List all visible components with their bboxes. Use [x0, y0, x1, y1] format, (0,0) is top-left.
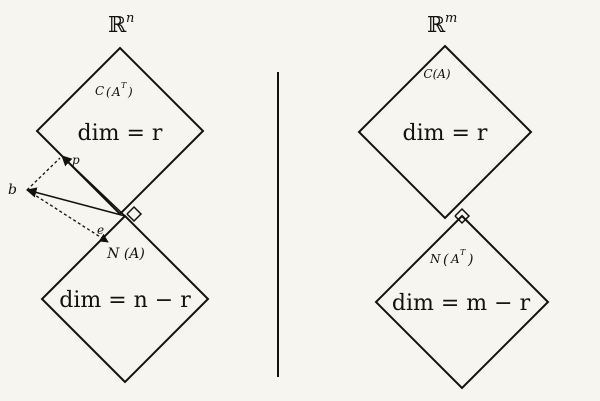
column-space-label: C(A)	[423, 67, 451, 81]
left-null-space-label-main: N	[429, 252, 441, 266]
left-null-space-label: N ( A T )	[429, 248, 473, 268]
left-right-angle-marker	[126, 205, 143, 223]
svg-text:): )	[467, 252, 473, 268]
row-space-label: C ( A T )	[95, 81, 133, 99]
column-space-diamond	[357, 44, 533, 220]
left-space-exponent: n	[126, 11, 134, 26]
row-space-label-sup: T	[121, 81, 127, 90]
right-right-angle-marker	[454, 207, 471, 225]
left-space-symbol: ℝ	[108, 13, 127, 38]
row-space-label-base: A	[111, 85, 121, 99]
svg-text:(: (	[443, 252, 449, 268]
svg-text:(: (	[106, 85, 111, 99]
label-e: e	[97, 223, 104, 237]
label-b: b	[8, 182, 17, 198]
right-space-title: ℝ m	[427, 11, 457, 38]
left-null-space-label-base: A	[450, 252, 460, 266]
left-null-space-diamond	[374, 214, 550, 390]
left-space-title: ℝ n	[108, 11, 134, 38]
left-null-space-label-sup: T	[460, 248, 466, 257]
right-space-symbol: ℝ	[427, 13, 446, 38]
null-space-label: N (A)	[106, 246, 145, 262]
column-space-dim: dim = r	[403, 121, 488, 146]
dashed-b-to-p	[26, 157, 61, 191]
null-space-dim: dim = n − r	[59, 288, 191, 313]
row-space-dim: dim = r	[78, 121, 163, 146]
left-null-space-dim: dim = m − r	[392, 291, 531, 316]
vector-p	[61, 155, 126, 217]
vector-e	[26, 189, 109, 243]
row-space-label-main: C	[95, 84, 104, 98]
vector-b	[25, 187, 126, 217]
svg-text:): )	[127, 85, 133, 99]
right-space-exponent: m	[445, 11, 457, 26]
label-p: p	[72, 153, 80, 167]
null-space-diamond	[40, 214, 210, 384]
